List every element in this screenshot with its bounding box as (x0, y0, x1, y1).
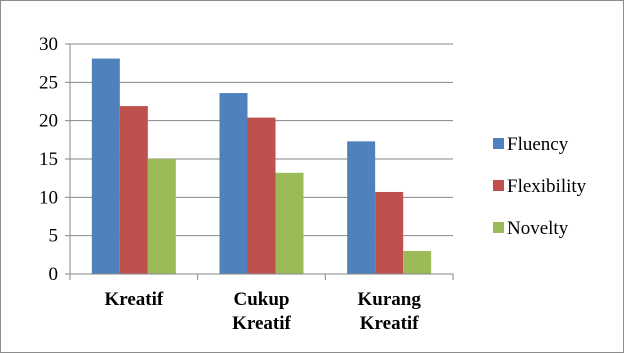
y-tick-label: 0 (49, 264, 59, 285)
x-category-label: Kreatif (232, 313, 291, 334)
y-tick-label: 20 (39, 111, 58, 132)
x-category-label: Cukup (234, 289, 290, 310)
bars (91, 58, 432, 274)
bar-flexibility-2 (375, 191, 404, 274)
x-category-label: Kurang (357, 289, 421, 310)
bar-novelty-1 (275, 172, 304, 274)
bar-fluency-0 (91, 58, 120, 274)
legend-swatch-fluency (493, 138, 504, 149)
legend-label-novelty: Novelty (507, 218, 569, 239)
legend-swatch-novelty (493, 222, 504, 233)
bar-flexibility-0 (119, 106, 148, 274)
legend-swatch-flexibility (493, 180, 504, 191)
y-tick-label: 10 (39, 187, 58, 208)
axes: 0 5 10 15 20 25 30 Kreatif Cukup Kreatif Kurang Kre… (39, 34, 454, 334)
x-category-label: Kreatif (104, 289, 163, 310)
legend-label-flexibility: Flexibility (507, 176, 587, 197)
y-tick-label: 30 (39, 34, 58, 55)
legend-label-fluency: Fluency (507, 134, 569, 155)
y-tick-label: 25 (39, 72, 58, 93)
bar-fluency-2 (347, 141, 376, 274)
x-category-label: Kreatif (360, 313, 419, 334)
bar-flexibility-1 (247, 117, 276, 274)
y-tick-label: 15 (39, 149, 58, 170)
bar-fluency-1 (219, 93, 248, 274)
bar-novelty-0 (147, 159, 176, 274)
legend: Fluency Flexibility Novelty (493, 134, 587, 239)
bar-novelty-2 (403, 251, 432, 274)
y-tick-label: 5 (49, 226, 59, 247)
